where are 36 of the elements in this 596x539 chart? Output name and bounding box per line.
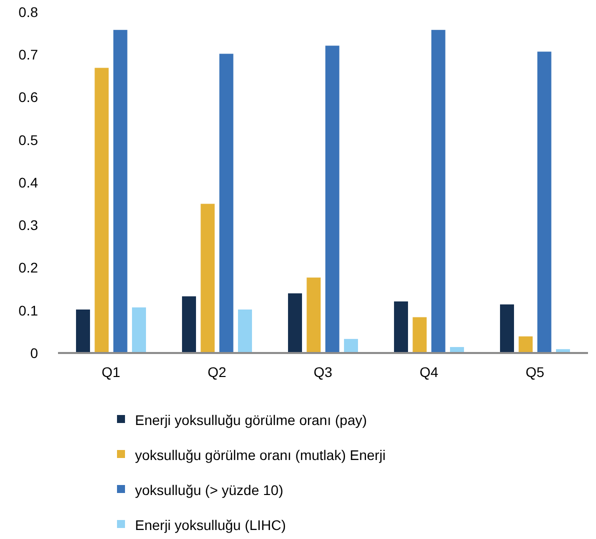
- bar: [200, 204, 215, 353]
- bar: [412, 317, 427, 353]
- y-tick-label: 0.1: [18, 302, 38, 318]
- bar: [113, 30, 128, 353]
- bar: [518, 336, 533, 353]
- bar: [394, 301, 408, 353]
- y-tick-label: 0.4: [18, 174, 38, 190]
- y-tick-label: 0.5: [18, 132, 38, 148]
- x-tick-label: Q4: [420, 364, 439, 380]
- bar: [431, 30, 446, 353]
- y-tick-label: 0.2: [18, 260, 38, 276]
- bar: [132, 307, 146, 353]
- legend-label: yoksulluğu görülme oranı (mutlak) Enerji: [135, 446, 386, 463]
- y-tick-label: 0.8: [18, 4, 38, 20]
- y-tick-label: 0: [30, 344, 38, 361]
- x-tick-label: Q1: [102, 364, 121, 380]
- x-tick-label: Q5: [526, 364, 545, 380]
- y-tick-label: 0.3: [18, 217, 38, 234]
- bar: [537, 52, 552, 353]
- x-tick-label: Q2: [208, 364, 227, 380]
- legend-label: yoksulluğu (> yüzde 10): [135, 482, 284, 498]
- bar: [325, 46, 340, 353]
- bar: [238, 310, 252, 353]
- bar: [500, 304, 514, 353]
- bar: [344, 338, 358, 353]
- y-tick-label: 0.6: [18, 89, 38, 106]
- bar: [182, 296, 196, 353]
- x-tick-label: Q3: [314, 364, 333, 380]
- bar: [94, 68, 109, 353]
- bar: [288, 293, 302, 353]
- bar: [306, 278, 321, 353]
- bar: [76, 310, 90, 353]
- bar: [219, 54, 234, 353]
- legend-label: Enerji yoksulluğu (LIHC): [135, 516, 286, 533]
- y-tick-label: 0.7: [18, 46, 38, 63]
- legend-label: Enerji yoksulluğu görülme oranı (pay): [135, 412, 367, 428]
